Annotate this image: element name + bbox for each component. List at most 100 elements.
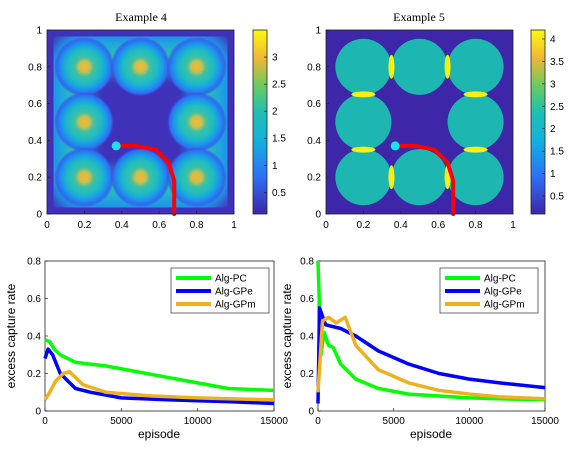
x-tick-label: 0 [42,416,48,427]
x-tick-label: 10000 [184,416,212,427]
y-tick-label: 0.8 [300,257,314,268]
trajectory-line [116,143,177,216]
line-chart: 0 5000 10000 15000 0 0.2 0.4 0.6 0.8 Alg-PC Alg-GP… [27,257,288,428]
y-tick-label: 0.2 [27,369,41,380]
colorbar-tick-label: 2.5 [550,102,564,113]
overlap-lens [388,165,395,190]
x-tick-label: 0.2 [77,220,91,231]
legend-label: Alg-GPe [215,287,253,298]
y-tick-label: 0.8 [27,257,41,268]
overlap-lens [463,146,488,153]
colorbar-ticks: 0.5 1 1.5 2 2.5 3 3.5 4 [542,34,564,203]
y-tick-label: 0.6 [27,294,41,305]
x-tick-label: 15000 [531,416,559,427]
trajectory-line [395,143,456,216]
coverage-region [391,38,448,95]
series-line [316,260,546,402]
panel-example-4: Example 4 0 0.2 0.4 0.6 0.8 1 0 0.2 0.4 0.6 0.8 1 0… [28,10,286,231]
overlap-lens [351,91,376,98]
x-tick-label: 0.6 [431,220,445,231]
colorbar-tick-label: 2.5 [272,80,286,91]
series-line [43,369,275,402]
y-tick-label: 0.2 [300,369,314,380]
heatmap-field [45,27,236,217]
legend: Alg-PC Alg-GPe Alg-GPm [439,267,539,314]
y-tick-label: 0 [36,210,42,221]
hotspot [54,36,115,97]
axis-ticks: 0 0.2 0.4 0.6 0.8 1 0 0.2 0.4 0.6 0.8 1 [28,26,237,232]
legend-label: Alg-PC [484,274,516,285]
panel-line-left: 0 5000 10000 15000 0 0.2 0.4 0.6 0.8 Alg-PC Alg-GP… [4,257,288,442]
colorbar-tick-label: 2 [272,107,278,118]
x-tick-label: 10000 [455,416,483,427]
y-tick-label: 0 [308,407,314,418]
x-tick-label: 0.6 [152,220,166,231]
overlap-lens [463,91,488,98]
colorbar-ticks: 0.5 1 1.5 2 2.5 3 [264,53,286,199]
colorbar-tick-label: 3 [272,53,278,64]
y-tick-label: 0.4 [28,136,42,147]
x-tick-label: 5000 [383,416,406,427]
x-tick-label: 0.8 [469,220,483,231]
y-tick-label: 0.6 [307,99,321,110]
x-tick-label: 0 [44,220,50,231]
colorbar-tick-label: 1.5 [272,134,286,145]
heatmap-field [335,38,504,216]
x-tick-label: 0.8 [190,220,204,231]
panel-example-5: Example 5 0 0.2 0.4 0.6 0.8 1 0 0.2 0.4 0.6 0.8 1 0… [307,10,564,231]
series-line [316,315,546,401]
y-tick-label: 0.8 [307,62,321,73]
regions-group [335,38,504,206]
series-line [43,347,275,406]
coverage-region [447,93,504,151]
x-axis-label: episode [410,427,452,441]
axes-frame [325,29,514,215]
overlap-lens [444,54,451,79]
colorbar-tick-label: 1 [272,161,278,172]
axes-frame [46,29,235,215]
colorbar [252,29,268,215]
x-tick-label: 1 [231,220,237,231]
axis-ticks: 0 0.2 0.4 0.6 0.8 1 0 0.2 0.4 0.6 0.8 1 [307,26,516,232]
coverage-region [447,38,504,95]
panel-title: Example 5 [393,10,445,24]
overlap-lens [388,54,395,79]
overlap-lens [351,146,376,153]
y-tick-label: 1 [315,26,321,37]
colorbar-tick-label: 3 [550,79,556,90]
y-tick-label: 0.2 [307,173,321,184]
x-tick-label: 1 [510,220,516,231]
agent-marker [390,141,400,151]
x-axis-label: episode [138,427,180,441]
coverage-region [335,38,392,95]
y-tick-label: 1 [36,26,42,37]
x-tick-label: 0.4 [115,220,129,231]
hotspot [54,147,115,208]
y-tick-label: 0.4 [27,332,41,343]
y-axis-label: excess capture rate [4,283,18,388]
y-tick-label: 0.6 [300,294,314,305]
hotspot [166,92,227,152]
legend: Alg-PC Alg-GPe Alg-GPm [170,267,270,314]
legend-label: Alg-GPe [484,287,522,298]
panel-title: Example 4 [115,10,167,24]
y-tick-label: 0.6 [28,99,42,110]
hotspot [110,36,171,97]
x-tick-label: 0.2 [356,220,370,231]
y-tick-label: 0.4 [307,136,321,147]
hotspot [54,92,115,152]
colorbar-tick-label: 1 [550,169,556,180]
legend-label: Alg-GPm [484,300,525,311]
hotspot [166,147,227,208]
colorbar-tick-label: 3.5 [550,57,564,68]
hotspot [110,147,171,208]
y-tick-label: 0 [35,407,41,418]
legend-label: Alg-PC [215,274,247,285]
panel-line-right: 0 5000 10000 15000 0 0.2 0.4 0.6 0.8 Alg-PC Alg-GP… [280,257,559,442]
colorbar-tick-label: 0.5 [550,192,564,203]
y-tick-label: 0 [315,210,321,221]
coverage-region [391,149,448,206]
y-tick-label: 0.2 [28,173,42,184]
y-tick-label: 0.4 [300,332,314,343]
